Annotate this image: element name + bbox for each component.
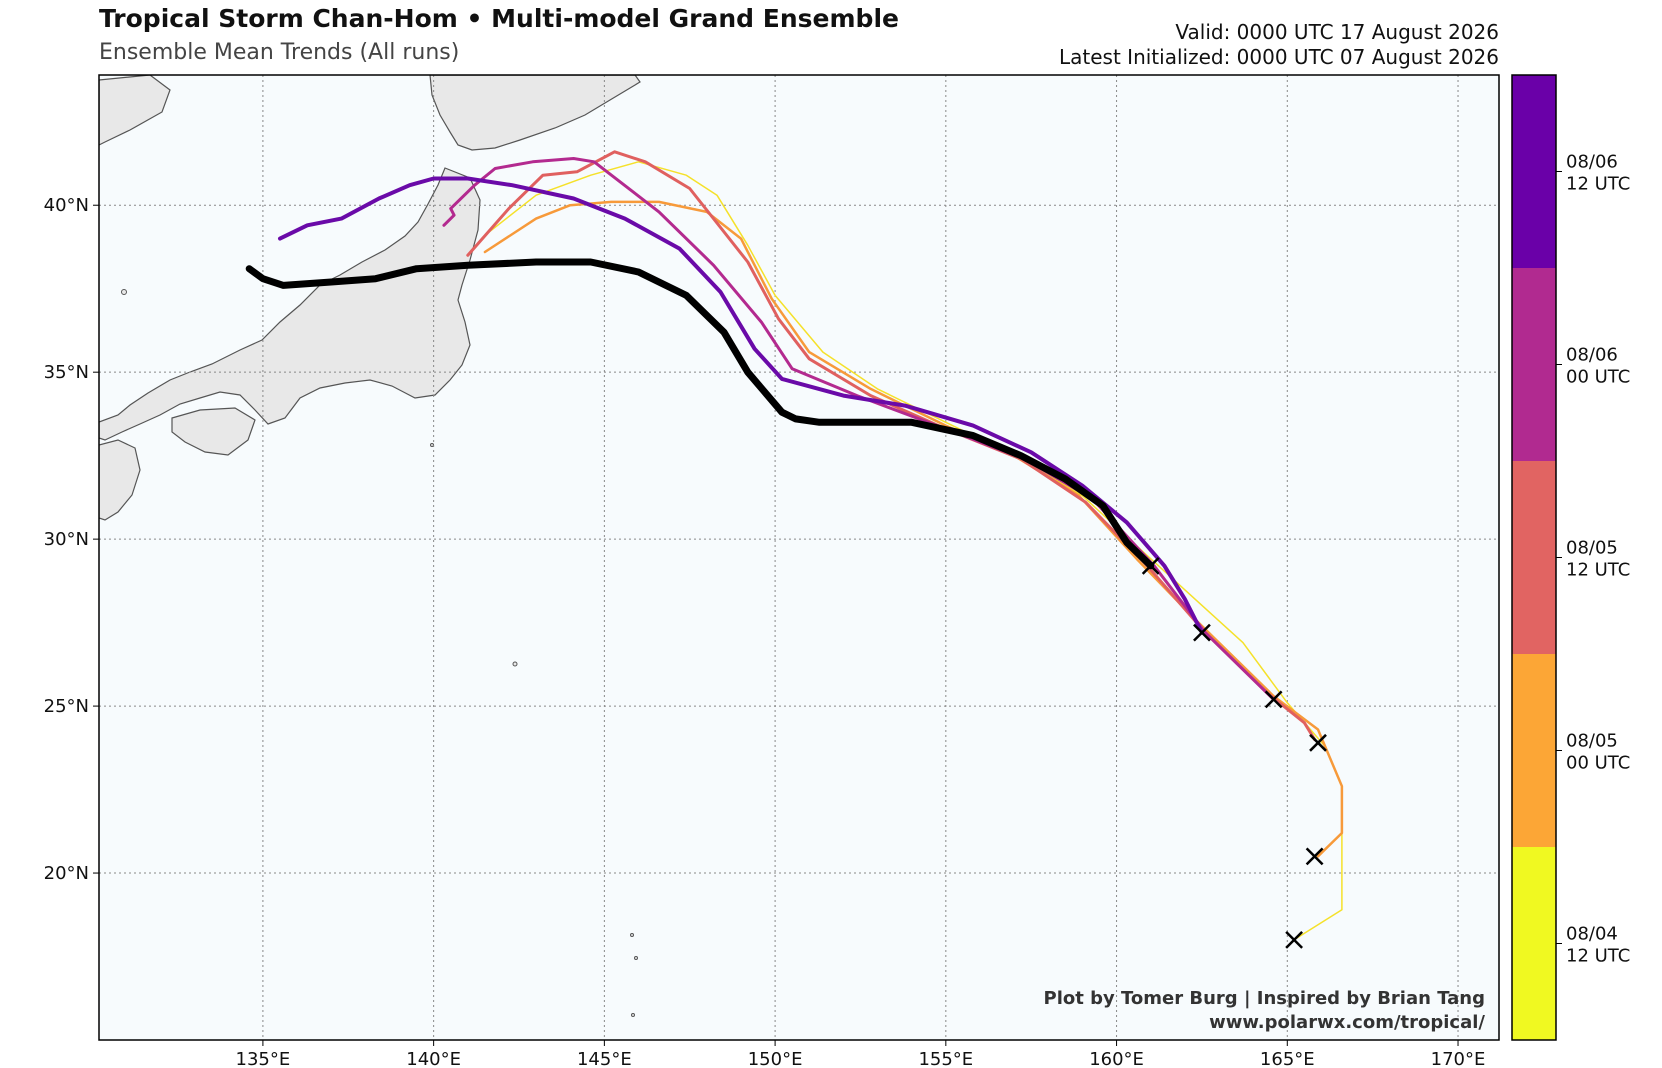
colorbar-label-date: 08/06 (1566, 152, 1618, 173)
ocean-background (99, 75, 1499, 1040)
chart-title: Tropical Storm Chan-Hom • Multi-model Gr… (99, 4, 899, 33)
x-marker (1305, 847, 1324, 866)
lon-tick-label: 155°E (918, 1049, 973, 1068)
x-marker (1309, 733, 1327, 752)
credit-line-2: www.polarwx.com/tropical/ (1209, 1012, 1485, 1033)
lon-tick-label: 145°E (577, 1049, 632, 1068)
shikoku-land (171, 407, 256, 456)
track-layer (245, 150, 1344, 941)
island (630, 933, 634, 937)
colorbar-segment (1512, 654, 1556, 847)
colorbar-label-time: 00 UTC (1566, 753, 1630, 774)
colorbar-segment (1512, 268, 1556, 461)
valid-time: Valid: 0000 UTC 17 August 2026 (1175, 20, 1499, 44)
lon-tick-label: 140°E (406, 1049, 461, 1068)
colorbar-label-time: 12 UTC (1566, 560, 1630, 581)
lon-tick-label: 150°E (748, 1049, 803, 1068)
island (631, 1013, 635, 1017)
colorbar-label-date: 08/05 (1566, 731, 1618, 752)
lat-tick-label: 35°N (44, 362, 89, 383)
island (121, 289, 127, 295)
colorbar-frame (1511, 74, 1557, 1041)
chart-subtitle: Ensemble Mean Trends (All runs) (99, 40, 460, 65)
lat-tick-label: 30°N (44, 529, 89, 550)
colorbar-label-time: 00 UTC (1566, 367, 1630, 388)
colorbar-label-time: 12 UTC (1566, 946, 1630, 967)
island (634, 956, 638, 960)
x-marker (1141, 556, 1160, 575)
credit-line-1: Plot by Tomer Burg | Inspired by Brian T… (1043, 988, 1485, 1009)
colorbar-label-date: 08/04 (1566, 924, 1618, 945)
lon-tick-label: 135°E (236, 1049, 291, 1068)
ensemble-track-5 (245, 258, 1155, 570)
colorbar-label-date: 08/05 (1566, 538, 1618, 559)
position-markers (1141, 556, 1327, 949)
island (430, 443, 434, 447)
lon-tick-label: 160°E (1089, 1049, 1144, 1068)
colorbar-segment (1512, 75, 1556, 268)
latest-initialized: Latest Initialized: 0000 UTC 07 August 2… (1059, 45, 1499, 69)
colorbar-segment (1512, 847, 1556, 1040)
lon-tick-label: 170°E (1431, 1049, 1486, 1068)
korea-land (99, 75, 171, 146)
island (512, 661, 518, 667)
x-marker (1193, 623, 1211, 642)
colorbar-label-time: 12 UTC (1566, 174, 1630, 195)
lon-tick-label: 165°E (1260, 1049, 1315, 1068)
x-marker (1285, 930, 1304, 949)
map-frame (98, 74, 1500, 1041)
lat-tick-label: 20°N (44, 863, 89, 884)
lat-tick-label: 25°N (44, 696, 89, 717)
kyushu-land (99, 439, 141, 521)
colorbar-label-date: 08/06 (1566, 345, 1618, 366)
hokkaido-land (429, 75, 641, 151)
axis-ticks: 135°E 140°E 145°E 150°E 155°E 160°E 165°E 170°E… (44, 195, 1486, 1068)
colorbar-segment (1512, 461, 1556, 654)
lat-tick-label: 40°N (44, 195, 89, 216)
x-marker (1264, 690, 1283, 709)
